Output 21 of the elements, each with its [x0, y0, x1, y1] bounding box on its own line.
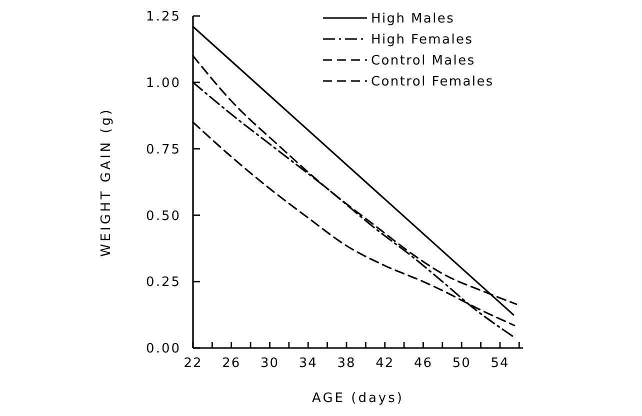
y-tick-label: 1.00	[146, 76, 181, 91]
x-tick-label: 38	[337, 356, 356, 371]
x-tick-label: 54	[490, 356, 510, 371]
x-tick-label: 42	[376, 356, 394, 371]
legend-label: High Females	[371, 32, 474, 48]
x-axis-title: AGE (days)	[312, 391, 404, 406]
x-tick-label: 30	[260, 356, 280, 371]
x-tick-label: 34	[298, 356, 318, 371]
y-tick-label: 1.25	[146, 10, 181, 25]
x-tick-label: 50	[452, 356, 471, 371]
legend-label: Control Males	[371, 54, 476, 69]
y-axis-title: WEIGHT GAIN (g)	[99, 107, 114, 257]
legend-label: Control Females	[371, 74, 494, 90]
x-tick-label: 46	[414, 356, 433, 371]
y-tick-label: 0.50	[146, 208, 181, 224]
x-tick-label: 22	[184, 356, 202, 371]
legend-label: High Males	[371, 12, 455, 27]
x-tick-label: 26	[222, 356, 241, 371]
y-tick-label: 0.75	[146, 142, 181, 158]
y-tick-label: 0.00	[146, 342, 181, 357]
y-tick-label: 0.25	[146, 275, 181, 290]
